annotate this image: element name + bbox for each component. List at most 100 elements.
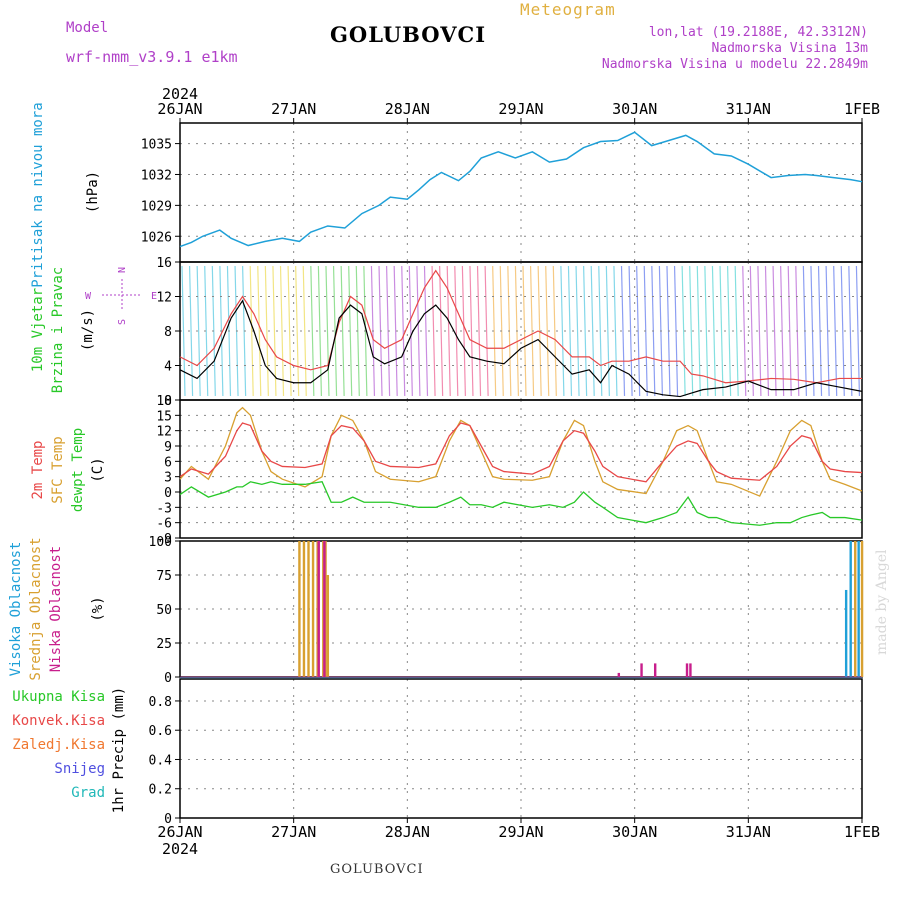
wind-barb-band (681, 265, 686, 397)
y-tick-label: 50 (156, 603, 172, 618)
wind-barb-band (704, 265, 709, 397)
wind-barb-band (188, 265, 194, 397)
wind-barb-band (439, 265, 444, 397)
pressure-line (179, 131, 863, 248)
y-tick-label: 9 (164, 440, 172, 455)
wind-barb-band (287, 265, 292, 397)
wind-barb-band (401, 265, 406, 397)
dewpt-axis-label: dewpt Temp (70, 428, 86, 512)
wind-barb-band (749, 265, 754, 397)
pressure-unit-label: (hPa) (85, 171, 101, 213)
precip-axis-label: 1hr Precip (mm) (111, 687, 127, 813)
compass-south: S (117, 319, 128, 325)
cloud-bar (857, 541, 860, 677)
x-tick-label-top: 26JAN (157, 100, 202, 118)
wind-barb-band (636, 265, 641, 397)
temp2m-axis-label: 2m Temp (30, 440, 46, 499)
wind-barb-band (332, 265, 338, 397)
cloud-bar (307, 541, 310, 677)
y-tick-label: 25 (156, 637, 172, 652)
wind-barb-band (340, 265, 345, 397)
cloud-bar (317, 541, 320, 677)
wind-barb-band (492, 265, 497, 397)
wind-barb-band (469, 265, 474, 397)
wind-barb-band (757, 265, 762, 397)
cloud-bar (311, 541, 315, 677)
y-tick-label: 0 (164, 671, 172, 686)
wind-barb-band (257, 265, 262, 397)
sfc-temp-axis-label: SFC Temp (50, 436, 66, 503)
wind-barb-band (620, 265, 626, 397)
wind-barb-band (264, 265, 269, 397)
y-tick-label: 18 (156, 394, 172, 409)
y-tick-label: -6 (156, 517, 172, 532)
panel-frame (179, 540, 863, 678)
wind-barb-band (196, 265, 201, 397)
cloud-low-axis-label: Niska Oblacnost (48, 546, 64, 672)
y-tick-label: 0 (164, 812, 172, 827)
wind-barb-band (325, 265, 330, 397)
cloud-bar (854, 541, 857, 677)
y-tick-label: 4 (164, 360, 172, 375)
x-tick-label-top: 31JAN (726, 100, 771, 118)
cloud-bar (844, 589, 848, 677)
dewpt-line (179, 481, 863, 526)
wind-barb-band (764, 265, 770, 397)
y-tick-label: 8 (164, 325, 172, 340)
wind-barb-band (279, 265, 285, 397)
cloud-high-axis-label: Visoka Oblacnost (8, 542, 24, 677)
wind-barb-band (742, 265, 747, 397)
wind-barb-band (484, 265, 489, 397)
cloud-mid-axis-label: Srednja Oblacnost (28, 537, 44, 680)
wind-unit-label: (m/s) (80, 309, 96, 351)
cloud-unit-label: (%) (90, 596, 106, 621)
wind-barb-band (628, 265, 633, 397)
x-tick-label-top: 27JAN (271, 100, 316, 118)
x-tick-label-bottom: 27JAN (271, 823, 316, 841)
wind-barb-band (408, 265, 413, 397)
precip-legend-item: Konvek.Kisa (12, 713, 105, 729)
elevation-label: Nadmorska Visina 13m (711, 41, 868, 56)
cloud-bar (653, 663, 657, 677)
wind-barb-band (416, 265, 421, 397)
cloud-bar (617, 672, 621, 677)
x-tick-label-top: 28JAN (385, 100, 430, 118)
wind-barb-band (598, 265, 603, 397)
x-tick-label-bottom: 31JAN (726, 823, 771, 841)
precip-legend-item: Grad (71, 785, 105, 801)
wind-barb-band (575, 265, 580, 397)
precip-legend-item: Zaledj.Kisa (12, 737, 105, 753)
wind-barb-band (855, 265, 861, 397)
wind-axis-label: 10m Vjetar (30, 288, 46, 372)
wind-barb-band (537, 265, 542, 397)
wind-barb-band (461, 265, 466, 397)
y-tick-label: 3 (164, 471, 172, 486)
wind-barb-band (711, 265, 717, 397)
y-tick-label: -3 (156, 501, 172, 516)
wind-barb-band (249, 265, 254, 397)
model-name: wrf-nmm_v3.9.1 e1km (66, 48, 238, 66)
y-tick-label: 16 (156, 256, 172, 271)
x-tick-label-top: 30JAN (612, 100, 657, 118)
wind-barb-band (431, 265, 436, 397)
wind-barb-band (719, 265, 724, 397)
wind-barb-band (605, 265, 610, 397)
panel-frame (179, 399, 863, 539)
wind-barb-band (552, 265, 557, 397)
precip-legend-item: Snijeg (54, 761, 105, 777)
wind-barb-band (204, 265, 209, 397)
year-label-top: 2024 (162, 85, 198, 103)
wind-barb-band (613, 265, 618, 397)
y-tick-label: 6 (164, 455, 172, 470)
year-label-bottom: 2024 (162, 840, 198, 858)
wind-barb-band (181, 265, 186, 397)
cloud-bar (640, 663, 643, 677)
y-tick-label: 100 (149, 535, 172, 550)
y-tick-label: 1026 (141, 230, 172, 245)
wind-barb-band (696, 265, 701, 397)
y-tick-label: -9 (156, 532, 172, 547)
cloud-bar (323, 541, 326, 677)
temp2m-line (179, 422, 863, 483)
x-tick-label-bottom: 28JAN (385, 823, 430, 841)
cloud-bar (302, 541, 306, 677)
